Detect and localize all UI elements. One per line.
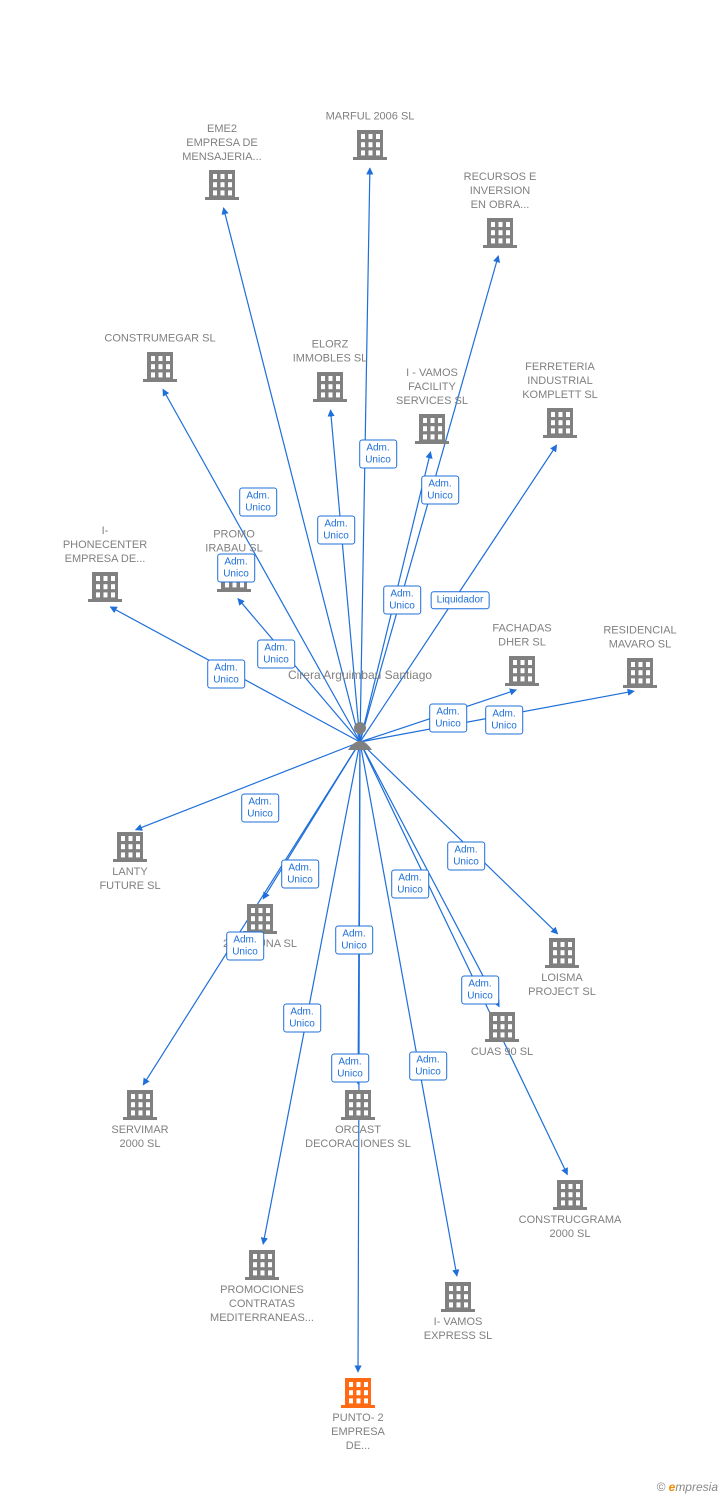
edge-label: Adm. Unico: [283, 1004, 321, 1033]
company-node[interactable]: [341, 1090, 375, 1120]
company-node-label-wrap: FACHADAS DHER SL: [492, 621, 551, 653]
graph-canvas: [0, 0, 728, 1500]
company-node[interactable]: [243, 904, 277, 934]
company-node[interactable]: [123, 1090, 157, 1120]
company-node[interactable]: [415, 414, 449, 444]
edge-label: Adm. Unico: [335, 926, 373, 955]
company-node[interactable]: [485, 1012, 519, 1042]
company-node-label: CONSTRUCGRAMA 2000 SL: [519, 1214, 622, 1242]
company-node-label-wrap: CUAS 90 SL: [471, 1044, 533, 1060]
edge-label: Adm. Unico: [383, 586, 421, 615]
edge-label: Adm. Unico: [226, 932, 264, 961]
company-node[interactable]: [245, 1250, 279, 1280]
company-node-label-wrap: I- PHONECENTER EMPRESA DE...: [63, 523, 147, 568]
company-node-label: CUAS 90 SL: [471, 1046, 533, 1060]
edge-label: Adm. Unico: [241, 794, 279, 823]
company-node-label-wrap: RECURSOS E INVERSION EN OBRA...: [464, 169, 537, 214]
edge-label: Adm. Unico: [447, 842, 485, 871]
company-node-label-wrap: EME2 EMPRESA DE MENSAJERIA...: [182, 121, 261, 166]
edge-label: Adm. Unico: [421, 476, 459, 505]
company-node-label: EME2 EMPRESA DE MENSAJERIA...: [182, 123, 261, 164]
company-node-label-wrap: RESIDENCIAL MAVARO SL: [603, 623, 676, 655]
copyright-symbol: ©: [656, 1480, 665, 1494]
company-node[interactable]: [88, 572, 122, 602]
company-node[interactable]: [505, 656, 539, 686]
company-node-label-wrap: FERRETERIA INDUSTRIAL KOMPLETT SL: [522, 359, 598, 404]
company-node[interactable]: [353, 130, 387, 160]
edge-label: Adm. Unico: [485, 706, 523, 735]
company-node-label: ELORZ IMMOBLES SL: [293, 339, 368, 367]
company-node-label-wrap: I- VAMOS EXPRESS SL: [424, 1314, 492, 1344]
company-node-label-wrap: ELORZ IMMOBLES SL: [293, 337, 368, 369]
company-node-label-wrap: I - VAMOS FACILITY SERVICES SL: [396, 365, 468, 410]
company-node-label-wrap: ORCAST DECORACIONES SL: [305, 1122, 411, 1152]
company-node-label: PUNTO- 2 EMPRESA DE...: [331, 1412, 385, 1453]
edge-label: Adm. Unico: [239, 488, 277, 517]
company-node-label: I - VAMOS FACILITY SERVICES SL: [396, 367, 468, 408]
edge: [331, 410, 360, 742]
edge-label: Adm. Unico: [429, 704, 467, 733]
company-node-label: CONSTRUMEGAR SL: [104, 332, 215, 346]
edge-label: Adm. Unico: [461, 976, 499, 1005]
company-node[interactable]: [143, 352, 177, 382]
center-person-label: Cirera Arguimbau Santiago: [288, 668, 432, 683]
company-node-label: PROMO IRABAU SL: [205, 529, 262, 557]
company-node-label: SERVIMAR 2000 SL: [111, 1124, 168, 1152]
company-node-label: FACHADAS DHER SL: [492, 623, 551, 651]
company-node[interactable]: [623, 658, 657, 688]
company-node-label: FERRETERIA INDUSTRIAL KOMPLETT SL: [522, 361, 598, 402]
company-node-label: ORCAST DECORACIONES SL: [305, 1124, 411, 1152]
company-node[interactable]: [545, 938, 579, 968]
company-node-label-wrap: CONSTRUMEGAR SL: [104, 330, 215, 348]
edge: [360, 742, 567, 1175]
edge-label: Adm. Unico: [217, 554, 255, 583]
company-node[interactable]: [341, 1378, 375, 1408]
company-node-label-wrap: MARFUL 2006 SL: [326, 108, 415, 126]
company-node-label: LANTY FUTURE SL: [99, 866, 160, 894]
company-node-label: PROMOCIONES CONTRATAS MEDITERRANEAS...: [210, 1284, 314, 1325]
company-node-label: MARFUL 2006 SL: [326, 110, 415, 124]
company-node[interactable]: [313, 372, 347, 402]
company-node[interactable]: [483, 218, 517, 248]
brand-rest: mpresia: [675, 1480, 718, 1494]
company-node-label-wrap: PROMOCIONES CONTRATAS MEDITERRANEAS...: [210, 1282, 314, 1325]
company-node-label: RECURSOS E INVERSION EN OBRA...: [464, 171, 537, 212]
company-node-label-wrap: SERVIMAR 2000 SL: [111, 1122, 168, 1152]
company-node[interactable]: [205, 170, 239, 200]
company-node-label: RESIDENCIAL MAVARO SL: [603, 625, 676, 653]
company-node-label-wrap: LOISMA PROJECT SL: [528, 970, 596, 1000]
company-node[interactable]: [441, 1282, 475, 1312]
edge-label: Adm. Unico: [317, 516, 355, 545]
edge-label: Adm. Unico: [359, 440, 397, 469]
edge-label: Adm. Unico: [391, 870, 429, 899]
company-node-label-wrap: LANTY FUTURE SL: [99, 864, 160, 894]
company-node-label: I- PHONECENTER EMPRESA DE...: [63, 525, 147, 566]
company-node-label-wrap: PUNTO- 2 EMPRESA DE...: [331, 1410, 385, 1453]
edge-label: Adm. Unico: [207, 660, 245, 689]
copyright: © empresia: [656, 1480, 718, 1494]
company-node-label-wrap: CONSTRUCGRAMA 2000 SL: [519, 1212, 622, 1242]
company-node[interactable]: [543, 408, 577, 438]
edge-label: Adm. Unico: [281, 860, 319, 889]
company-node-label: I- VAMOS EXPRESS SL: [424, 1316, 492, 1344]
edge-label: Adm. Unico: [257, 640, 295, 669]
edge-label: Adm. Unico: [331, 1054, 369, 1083]
company-node-label: LOISMA PROJECT SL: [528, 972, 596, 1000]
edge-label: Liquidador: [431, 591, 490, 609]
company-node[interactable]: [113, 832, 147, 862]
company-node[interactable]: [553, 1180, 587, 1210]
edge: [360, 742, 499, 1007]
edge-label: Adm. Unico: [409, 1052, 447, 1081]
